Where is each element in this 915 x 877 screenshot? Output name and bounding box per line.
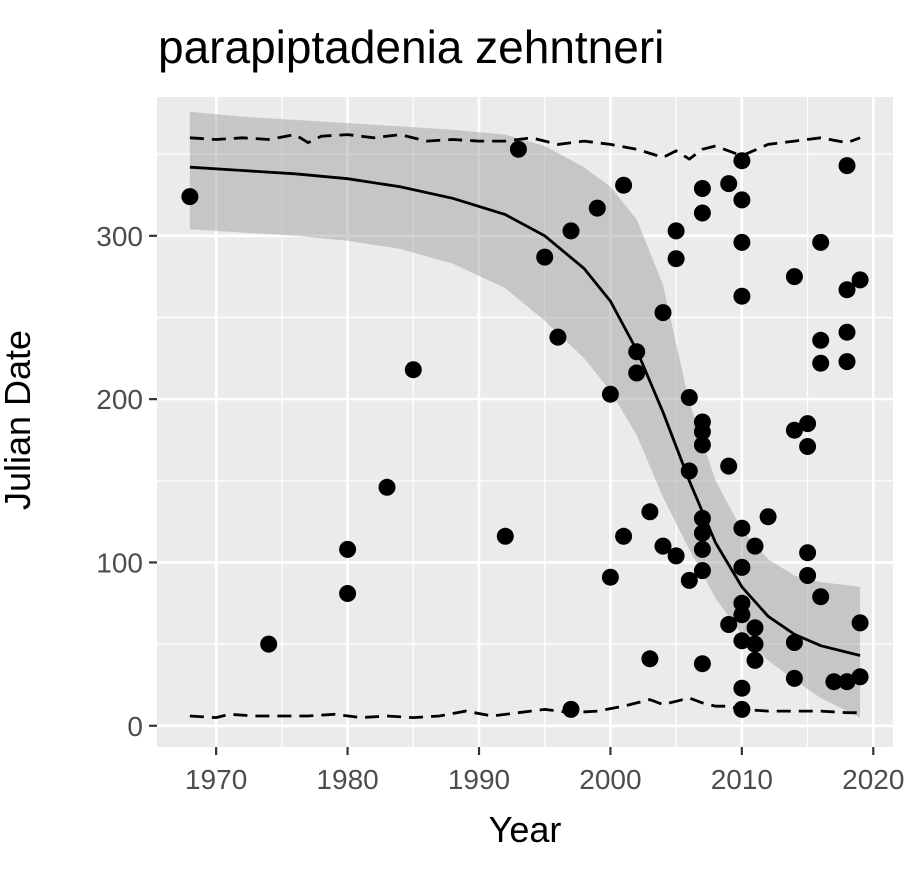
data-point: [509, 140, 527, 158]
data-point: [628, 364, 646, 382]
data-point: [720, 457, 738, 475]
data-point: [733, 191, 751, 209]
data-point: [720, 175, 738, 193]
x-tick-label: 2000: [579, 764, 641, 795]
data-point: [838, 157, 856, 175]
plot-panel: [157, 97, 893, 747]
data-point: [680, 571, 698, 589]
data-point: [851, 668, 869, 686]
y-tick-label: 100: [96, 547, 143, 578]
data-point: [785, 669, 803, 687]
data-point: [746, 537, 764, 555]
fit-line: [189, 165, 861, 657]
data-point: [785, 421, 803, 439]
data-point: [812, 331, 830, 349]
data-point: [799, 544, 817, 562]
data-point: [641, 650, 659, 668]
data-point: [799, 415, 817, 433]
data-point: [601, 568, 619, 586]
data-point: [812, 233, 830, 251]
x-axis-title: Year: [489, 809, 562, 850]
data-point: [785, 268, 803, 286]
data-point: [733, 558, 751, 576]
data-point: [693, 655, 711, 673]
data-point: [759, 508, 777, 526]
data-point: [628, 343, 646, 361]
data-point: [825, 673, 843, 691]
x-axis-ticks: 1970 1980 1990 2000 2010 2020: [185, 747, 904, 795]
data-point: [693, 423, 711, 441]
data-point: [562, 700, 580, 718]
data-point: [733, 287, 751, 305]
data-point: [588, 199, 606, 217]
y-axis-ticks: 0 100 200 300: [96, 221, 157, 742]
data-point: [733, 679, 751, 697]
data-point: [693, 562, 711, 580]
data-point: [838, 353, 856, 371]
data-point: [615, 527, 633, 545]
data-point: [667, 547, 685, 565]
y-tick-label: 300: [96, 221, 143, 252]
x-tick-label: 2010: [711, 764, 773, 795]
x-tick-label: 2020: [842, 764, 904, 795]
data-point: [562, 222, 580, 240]
data-point: [339, 540, 357, 558]
data-point: [812, 354, 830, 372]
data-point: [693, 436, 711, 454]
data-point: [536, 248, 554, 266]
data-point: [838, 673, 856, 691]
data-point: [693, 204, 711, 222]
data-point: [733, 152, 751, 170]
data-point: [667, 222, 685, 240]
data-point: [693, 180, 711, 197]
data-point: [799, 438, 817, 455]
data-point: [746, 619, 764, 637]
data-point: [693, 540, 711, 558]
data-points: [181, 140, 869, 718]
data-point: [785, 634, 803, 651]
data-point: [680, 462, 698, 480]
data-point: [733, 606, 751, 624]
data-point: [746, 635, 764, 653]
data-point: [680, 389, 698, 406]
chart-title: parapiptadenia zehntneri: [158, 21, 665, 73]
x-tick-label: 1970: [185, 764, 247, 795]
x-tick-label: 1990: [448, 764, 510, 795]
data-point: [601, 385, 619, 403]
data-point: [838, 323, 856, 341]
data-point: [496, 527, 514, 545]
y-tick-label: 0: [127, 711, 143, 742]
data-point: [404, 361, 422, 379]
data-point: [615, 176, 633, 194]
data-point: [851, 614, 869, 632]
data-point: [733, 700, 751, 718]
data-point: [667, 250, 685, 268]
data-point: [654, 537, 672, 555]
y-tick-label: 200: [96, 384, 143, 415]
data-point: [339, 585, 357, 602]
data-point: [838, 281, 856, 299]
data-point: [549, 328, 567, 346]
data-point: [851, 271, 869, 289]
data-point: [641, 503, 659, 521]
x-tick-label: 1980: [316, 764, 378, 795]
data-point: [654, 304, 672, 322]
data-point: [693, 509, 711, 527]
data-point: [733, 233, 751, 251]
data-point: [812, 588, 830, 606]
data-point: [720, 616, 738, 633]
major-grid: [157, 97, 893, 747]
data-point: [733, 632, 751, 650]
data-point: [181, 188, 199, 206]
data-point: [260, 635, 278, 653]
data-point: [733, 519, 751, 537]
data-point: [799, 567, 817, 584]
upper-dashed-line: [189, 133, 861, 161]
data-point: [693, 524, 711, 542]
minor-grid: [157, 97, 893, 747]
data-point: [378, 478, 396, 496]
data-point: [746, 651, 764, 669]
